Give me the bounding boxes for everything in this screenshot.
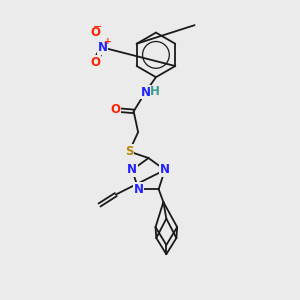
Text: N: N [134, 183, 143, 196]
Text: O: O [111, 103, 121, 116]
Text: O: O [90, 26, 100, 39]
Text: H: H [149, 85, 159, 98]
Text: N: N [160, 164, 170, 176]
Text: S: S [125, 145, 134, 158]
Text: −: − [93, 22, 103, 32]
Text: N: N [127, 164, 137, 176]
Text: O: O [90, 56, 100, 69]
Text: N: N [98, 41, 107, 54]
Text: N: N [140, 85, 151, 98]
Text: +: + [104, 37, 112, 46]
